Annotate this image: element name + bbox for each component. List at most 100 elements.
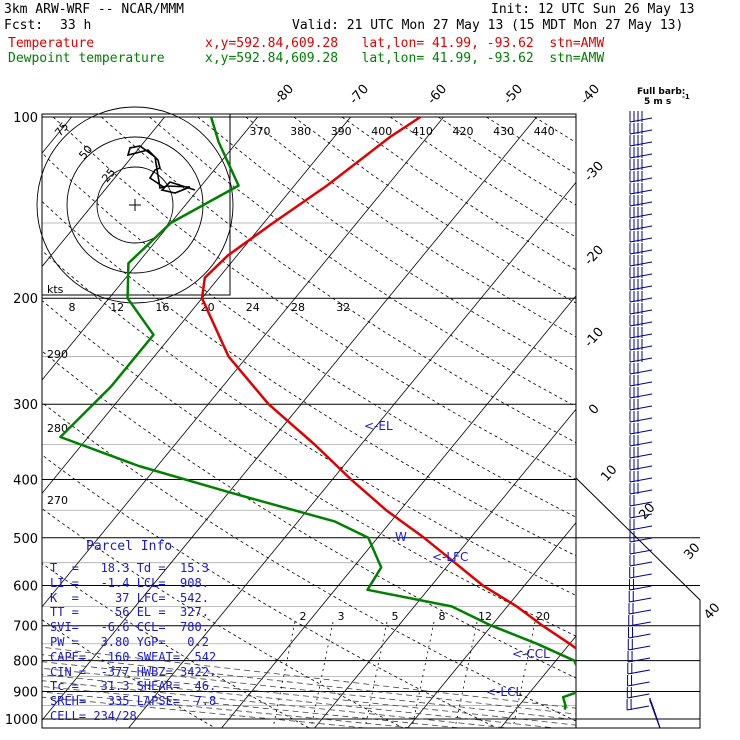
speed-scale-label: 16 [155, 301, 169, 314]
theta-side-label: 270 [47, 494, 68, 507]
parcel-info-row: CIN = -377 HWBZ= 3422. [50, 664, 217, 679]
dry-adiabat [245, 116, 576, 338]
hodograph-ring-label: 50 [76, 143, 95, 162]
pressure-tick-label: 100 [13, 111, 38, 126]
speed-scale-label: 28 [291, 301, 305, 314]
temperature-profile [200, 115, 576, 650]
pressure-tick-label: 200 [13, 292, 38, 307]
dry-adiabat [197, 116, 576, 372]
theta-side-label: 280 [47, 422, 68, 435]
forecast-label: Fcst: [4, 18, 44, 33]
dry-adiabat [631, 117, 740, 732]
hodograph-ring [96, 166, 174, 244]
moist-adiabat [42, 691, 417, 728]
parcel-info-row: CAPE= 160 SWEAT= 542 [50, 649, 217, 664]
barb-legend: Full barb: 5 m s -1 [637, 87, 690, 107]
barb-staff [629, 585, 652, 591]
wind-barb [629, 399, 653, 411]
isotherm [42, 116, 537, 721]
wind-barb [629, 435, 653, 447]
isotherm-label: -70 [347, 82, 372, 108]
barb-staff [629, 345, 653, 351]
wind-barb [628, 579, 652, 591]
isotherm [42, 116, 165, 268]
barb-staff [629, 225, 653, 231]
parcel-info-row: Tc = 31.3 SHEAR= 46. [50, 679, 217, 694]
theta-label: 390 [331, 125, 352, 138]
hodograph-unit: kts [47, 283, 64, 296]
wind-barb [629, 351, 653, 363]
speed-scale-label: 12 [110, 301, 124, 314]
wind-barb [626, 687, 650, 699]
lcl-marker: <-LCL [486, 685, 522, 699]
plot-border [41, 113, 577, 729]
barb-staff [629, 165, 653, 171]
barb-staff [629, 393, 653, 399]
barb-staff [629, 357, 653, 363]
barb-staff [627, 657, 651, 663]
barb-staff [629, 477, 653, 483]
dewpoint-profile [59, 116, 576, 710]
hodograph-ring-label: 25 [99, 166, 118, 185]
dry-adiabat [42, 401, 576, 722]
wind-barb [629, 135, 653, 147]
dry-adiabat [583, 117, 740, 732]
barb-legend-title: Full barb: [637, 87, 685, 97]
mixing-ratio-label: 5 [392, 610, 399, 623]
valid-time: Valid: 21 UTC Mon 27 May 13 (15 MDT Mon … [292, 18, 684, 33]
wind-barb [629, 303, 653, 315]
mixing-ratio-label: 2 [300, 610, 307, 623]
chart-header: 3km ARW-WRF -- NCAR/MMM Init: 12 UTC Sun… [0, 0, 740, 70]
theta-label: 370 [250, 125, 271, 138]
wind-barb [627, 651, 651, 663]
mixing-ratio-line [512, 621, 536, 728]
dewpoint-location: x,y=592.84,609.28 lat,lon= 41.99, -93.62… [205, 51, 605, 66]
pressure-tick-label: 500 [13, 532, 38, 547]
sounding-annotations: <-EL W <-LFC <-CCL <-LCL [364, 419, 550, 699]
isotherm-label: -50 [501, 82, 526, 108]
mixing-ratio-label: 3 [338, 610, 345, 623]
wind-barb [629, 495, 653, 507]
wind-barb [629, 111, 653, 123]
wind-barb [629, 243, 653, 255]
wind-barb [629, 147, 653, 159]
wind-barb [628, 591, 652, 603]
moist-adiabat [42, 686, 465, 728]
plot-frame [41, 113, 701, 729]
mixing-ratio-line [411, 621, 435, 728]
isotherm-label: 40 [701, 600, 723, 622]
speed-scale-label: 32 [336, 301, 350, 314]
wind-barb [629, 423, 653, 435]
dry-adiabat [42, 350, 576, 679]
wind-barb [627, 675, 650, 687]
isotherm [591, 117, 740, 732]
barb-staff [629, 321, 653, 327]
isotherm [42, 116, 351, 495]
wind-barb [629, 123, 653, 135]
dry-adiabat [42, 508, 404, 728]
wind-barb [629, 447, 653, 459]
pressure-tick-label: 700 [13, 620, 38, 635]
wind-barb [629, 567, 652, 579]
barb-staff [629, 261, 653, 267]
barb-staff [628, 609, 652, 615]
isotherm-label: -40 [578, 82, 603, 108]
barb-staff [629, 141, 653, 147]
speed-scale-label: 8 [69, 301, 76, 314]
pressure-tick-label: 400 [13, 473, 38, 488]
isotherm [407, 522, 576, 728]
dry-adiabat [341, 116, 576, 271]
wind-barb [626, 699, 650, 711]
wind-barb [628, 603, 652, 615]
wind-barb [629, 279, 653, 291]
isotherm-label: -10 [582, 325, 607, 351]
isotherm-label: -30 [582, 159, 607, 185]
isotherm-label: -60 [425, 82, 450, 108]
background-grid [42, 116, 740, 732]
parcel-info-row: SREH= 335 LAPSE= 7.8 [50, 694, 217, 709]
wind-barb [629, 555, 653, 567]
wind-barb [629, 507, 653, 519]
wind-barb [629, 159, 653, 171]
theta-label: 380 [290, 125, 311, 138]
parcel-info-row: TT = 56 EL = 327. [50, 605, 209, 620]
